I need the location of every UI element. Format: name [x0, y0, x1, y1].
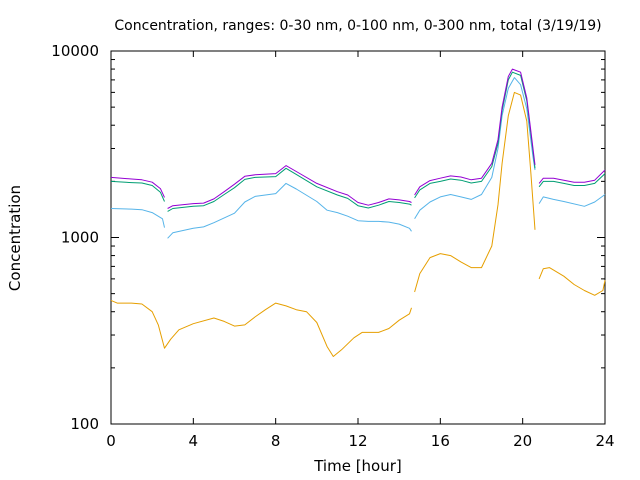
series-group [110, 68, 606, 357]
series-3-line [110, 180, 165, 202]
series-4-line [167, 165, 412, 209]
x-tick-label: 16 [431, 432, 450, 450]
y-tick-label: 100 [70, 415, 99, 433]
series-4-line [110, 176, 165, 198]
x-tick-label: 12 [348, 432, 367, 450]
x-axis: 0 4 8 12 16 20 24 [106, 51, 615, 450]
y-axis-label: Concentration [6, 185, 24, 291]
series-4-line [414, 68, 536, 196]
series-1-line [110, 299, 412, 357]
y-tick-label: 1000 [61, 229, 99, 247]
series-3-line [538, 173, 606, 188]
x-tick-label: 8 [271, 432, 281, 450]
x-tick-label: 20 [513, 432, 532, 450]
plot-border [110, 50, 606, 425]
series-2-line [538, 194, 606, 207]
series-4-line [538, 169, 606, 184]
plot-frame [110, 50, 606, 425]
series-3-line [167, 167, 412, 212]
x-tick-label: 0 [106, 432, 116, 450]
series-1-line [414, 91, 536, 293]
series-1-line [538, 267, 606, 296]
x-tick-label: 24 [595, 432, 614, 450]
y-tick-label: 10000 [51, 42, 99, 60]
series-2-line [110, 208, 165, 228]
y-axis: 100 1000 10000 [51, 42, 605, 433]
series-2-line [414, 77, 536, 220]
series-3-line [414, 71, 536, 199]
x-tick-label: 4 [189, 432, 199, 450]
x-axis-label: Time [hour] [313, 457, 402, 475]
series-2-line [167, 182, 412, 239]
chart-title: Concentration, ranges: 0-30 nm, 0-100 nm… [114, 18, 601, 34]
